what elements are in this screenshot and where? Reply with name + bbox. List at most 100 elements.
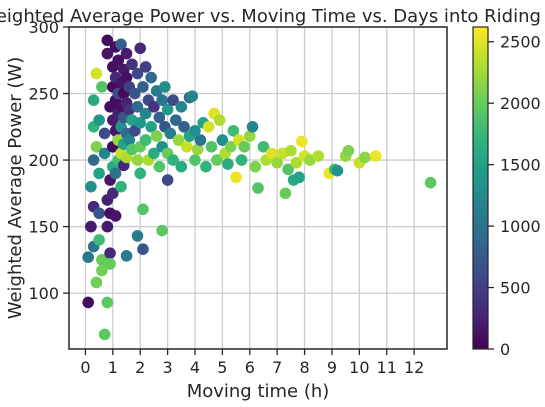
data-point [145, 120, 157, 133]
data-point [148, 101, 160, 113]
data-point [235, 154, 248, 166]
data-point [271, 156, 283, 169]
data-point [90, 140, 103, 153]
data-point [167, 154, 179, 166]
data-point [424, 176, 437, 189]
x-tick-label: 1 [108, 358, 118, 377]
data-point [312, 150, 325, 162]
data-point [211, 154, 223, 166]
x-tick-label: 9 [327, 358, 337, 377]
data-point [101, 220, 114, 233]
data-point [224, 140, 237, 153]
data-point [131, 154, 144, 166]
data-point [369, 150, 382, 162]
data-point [156, 224, 168, 237]
data-point [172, 134, 185, 146]
y-axis-label: Weighted Average Power (W) [5, 57, 26, 320]
data-point [123, 134, 136, 146]
data-point [139, 107, 152, 120]
x-tick-label: 7 [272, 358, 282, 377]
data-point [85, 220, 97, 233]
data-point [186, 90, 199, 102]
data-point [180, 140, 193, 153]
data-point [175, 160, 188, 173]
data-point [161, 174, 174, 186]
data-point [93, 114, 105, 126]
colorbar-tick-label: 2500 [500, 33, 541, 52]
data-point [202, 120, 215, 133]
data-point [189, 154, 201, 166]
data-point [161, 103, 174, 116]
data-point [126, 58, 138, 71]
y-axis-ticks: 100 150 200 250 300 [28, 18, 69, 303]
data-point [96, 264, 108, 277]
data-point [134, 42, 147, 55]
data-point [252, 182, 264, 194]
data-point [107, 187, 119, 200]
colorbar-gradient [472, 26, 489, 350]
data-point [213, 114, 226, 126]
x-tick-label: 6 [245, 358, 255, 377]
data-point [216, 134, 229, 146]
colorbar-tick-label: 0 [500, 340, 510, 359]
data-point [290, 156, 303, 169]
data-point [285, 144, 297, 157]
data-point [227, 124, 240, 137]
data-point [153, 111, 166, 124]
data-point [101, 34, 114, 47]
data-point [112, 54, 125, 67]
data-point [205, 140, 218, 153]
data-point [178, 120, 190, 133]
data-point [159, 81, 171, 93]
data-point [243, 130, 256, 142]
data-point [139, 134, 152, 146]
data-point [137, 203, 149, 216]
data-point [282, 163, 294, 176]
colorbar-tick-label: 500 [500, 279, 531, 298]
x-tick-label: 3 [163, 358, 173, 377]
data-point [137, 81, 149, 93]
data-point [128, 87, 141, 100]
chart-title: Weighted Average Power vs. Moving Time v… [0, 6, 541, 27]
colorbar: 0 500 1000 1500 2000 2500 [472, 26, 541, 359]
data-point [238, 140, 251, 153]
x-axis-label: Moving time (h) [187, 381, 330, 402]
x-tick-label: 4 [190, 358, 200, 377]
colorbar-tick-label: 2000 [500, 94, 541, 113]
data-point [93, 167, 105, 180]
data-point [279, 187, 292, 200]
data-point [120, 71, 133, 84]
data-point [150, 130, 163, 142]
data-point [134, 117, 147, 129]
data-point [170, 114, 182, 126]
data-point [175, 101, 188, 113]
data-point [120, 47, 133, 60]
x-tick-label: 8 [299, 358, 309, 377]
x-tick-label: 11 [377, 358, 397, 377]
x-axis-ticks: 0 1 2 3 4 5 6 7 8 9 10 11 12 [80, 349, 424, 377]
data-point [191, 143, 204, 156]
data-point [200, 160, 212, 173]
data-point [296, 135, 308, 148]
data-point [249, 160, 262, 173]
data-point [90, 67, 103, 80]
x-tick-label: 10 [349, 358, 369, 377]
data-point [104, 258, 116, 270]
data-point [194, 134, 207, 146]
data-point [109, 167, 122, 180]
data-point [131, 101, 144, 113]
data-point [265, 147, 278, 160]
data-point [331, 164, 344, 177]
data-point [115, 180, 127, 193]
x-tick-label: 5 [217, 358, 227, 377]
colorbar-ticks: 0 500 1000 1500 2000 2500 [488, 33, 541, 359]
data-point [120, 250, 133, 262]
data-point [131, 230, 144, 242]
data-point [101, 47, 114, 60]
y-tick-label: 100 [28, 284, 59, 303]
data-point [148, 147, 160, 160]
colorbar-tick-label: 1500 [500, 156, 541, 175]
data-point [109, 210, 122, 222]
y-tick-label: 200 [28, 151, 59, 170]
